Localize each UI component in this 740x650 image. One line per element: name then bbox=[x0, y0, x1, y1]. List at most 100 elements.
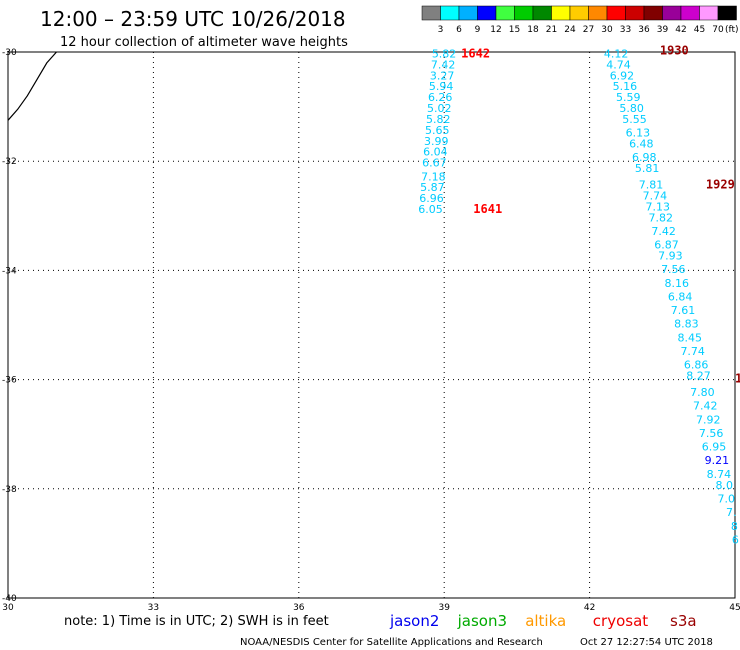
wave-height-value: 8 bbox=[731, 520, 738, 533]
wave-height-value: 7.80 bbox=[690, 386, 715, 399]
wave-height-value: 7.42 bbox=[651, 225, 676, 238]
wave-height-value: 3.99 bbox=[424, 135, 449, 148]
legend-label: 21 bbox=[546, 25, 557, 35]
legend-label: 70 bbox=[712, 25, 724, 35]
wave-height-value: 6.98 bbox=[632, 151, 657, 164]
legend-swatch bbox=[532, 5, 552, 21]
legend-swatch bbox=[699, 5, 719, 21]
legend-swatch bbox=[588, 5, 608, 21]
wave-height-value: 7.61 bbox=[671, 304, 696, 317]
wave-height-value: 5.16 bbox=[613, 80, 638, 93]
wave-height-value: 5.82 bbox=[432, 47, 457, 60]
pass-time-labels: 1642 1641 1930 1929 19 bbox=[461, 44, 740, 386]
legend-label: 15 bbox=[509, 25, 520, 35]
lat-tick-label: -36 bbox=[2, 376, 17, 386]
legend-label: 30 bbox=[601, 25, 613, 35]
wave-height-value: 5.59 bbox=[616, 91, 641, 104]
lon-tick-label: 42 bbox=[584, 603, 595, 613]
satellite-jason2: jason2 bbox=[389, 612, 439, 630]
lon-tick-label: 45 bbox=[729, 603, 740, 613]
lat-tick-label: -32 bbox=[2, 157, 17, 167]
wave-height-value: 6.84 bbox=[668, 290, 693, 303]
wave-height-value: 6.92 bbox=[610, 69, 635, 82]
legend-swatch bbox=[569, 5, 589, 21]
lat-tick-label: -34 bbox=[2, 266, 17, 276]
wave-height-value: 7.74 bbox=[680, 345, 705, 358]
legend-label: 9 bbox=[475, 25, 481, 35]
wave-height-value: 9.21 bbox=[705, 454, 730, 467]
lon-tick-label: 30 bbox=[2, 603, 14, 613]
legend-unit: (ft) bbox=[725, 25, 739, 35]
wave-height-value: 6.13 bbox=[626, 127, 651, 140]
wave-height-value: 8.0 bbox=[716, 479, 734, 492]
satellite-altika: altika bbox=[525, 612, 566, 630]
legend-label: 12 bbox=[490, 25, 501, 35]
wave-height-value: 7.82 bbox=[648, 211, 673, 224]
wave-height-value: 8.83 bbox=[674, 318, 699, 331]
wave-height-value: 7.74 bbox=[643, 189, 668, 202]
legend-swatch bbox=[680, 5, 700, 21]
lon-tick-label: 36 bbox=[293, 603, 305, 613]
wave-height-value: 7.18 bbox=[421, 170, 446, 183]
legend-label: 27 bbox=[583, 25, 594, 35]
wave-height-value: 8.74 bbox=[707, 468, 732, 481]
wave-height-value: 6 bbox=[732, 533, 739, 546]
footer-timestamp: Oct 27 12:27:54 UTC 2018 bbox=[580, 637, 713, 648]
satellite-jason3: jason3 bbox=[457, 612, 507, 630]
altimeter-passes: 5.827.423.275.946.265.025.825.653.996.04… bbox=[418, 47, 739, 546]
legend-swatch bbox=[551, 5, 571, 21]
wave-height-value: 5.87 bbox=[420, 181, 445, 194]
wave-height-value: 4.12 bbox=[604, 47, 629, 60]
wave-height-value: 7.81 bbox=[639, 179, 664, 192]
wave-height-value: 7.92 bbox=[696, 413, 721, 426]
pass-time-label: 1930 bbox=[660, 44, 689, 58]
satellite-legend: jason2 jason3 altika cryosat s3a bbox=[389, 612, 697, 630]
wave-height-value: 6.96 bbox=[419, 192, 444, 205]
wave-height-value: 5.55 bbox=[622, 113, 647, 126]
wave-height-value: 7.56 bbox=[699, 427, 724, 440]
legend-swatch bbox=[643, 5, 663, 21]
wave-height-value: 4.74 bbox=[606, 58, 631, 71]
legend-swatch bbox=[458, 5, 478, 21]
wave-height-value: 5.82 bbox=[426, 113, 451, 126]
legend-label: 33 bbox=[620, 25, 631, 35]
wave-height-value: 6.86 bbox=[684, 359, 709, 372]
wave-height-value: 3.27 bbox=[430, 69, 455, 82]
wave-height-value: 7.56 bbox=[661, 263, 686, 276]
lon-tick-label: 33 bbox=[148, 603, 159, 613]
wave-height-value: 5.02 bbox=[427, 102, 452, 115]
wave-height-value: 5.80 bbox=[619, 102, 644, 115]
legend-swatch bbox=[440, 5, 460, 21]
wave-height-value: 6.95 bbox=[702, 441, 727, 454]
pass-time-label: 1641 bbox=[473, 202, 502, 216]
lat-tick-label: -38 bbox=[2, 485, 17, 495]
legend-label: 39 bbox=[657, 25, 669, 35]
legend-swatch bbox=[421, 5, 441, 21]
satellite-cryosat: cryosat bbox=[593, 612, 648, 630]
wave-height-value: 7.42 bbox=[431, 58, 456, 71]
lat-tick-label: -40 bbox=[2, 594, 17, 604]
legend-label: 24 bbox=[564, 25, 576, 35]
legend-swatch bbox=[606, 5, 626, 21]
wave-height-value: 7.0 bbox=[718, 492, 736, 505]
lat-tick-label: -30 bbox=[2, 48, 17, 58]
satellite-s3a: s3a bbox=[670, 612, 697, 630]
wave-height-value: 6.05 bbox=[418, 203, 443, 216]
wave-height-value: 5.94 bbox=[429, 80, 454, 93]
wave-height-value: 7.13 bbox=[646, 200, 671, 213]
legend-swatch bbox=[495, 5, 515, 21]
map-frame bbox=[7, 51, 736, 599]
footer-org: NOAA/NESDIS Center for Satellite Applica… bbox=[240, 637, 543, 648]
legend-label: 3 bbox=[438, 25, 444, 35]
wave-height-value: 7. bbox=[726, 506, 737, 519]
legend-swatch bbox=[625, 5, 645, 21]
legend-swatch bbox=[662, 5, 682, 21]
legend-label: 36 bbox=[638, 25, 650, 35]
wave-height-value: 7.42 bbox=[693, 400, 718, 413]
wave-height-value: 6.48 bbox=[629, 138, 654, 151]
lat-lon-grid: 30 33 36 39 42 45 -30 -32 -34 -36 -38 -40 bbox=[2, 48, 740, 613]
legend-label: 45 bbox=[694, 25, 705, 35]
legend-label: 6 bbox=[456, 25, 462, 35]
wave-height-value: 6.04 bbox=[423, 146, 448, 159]
